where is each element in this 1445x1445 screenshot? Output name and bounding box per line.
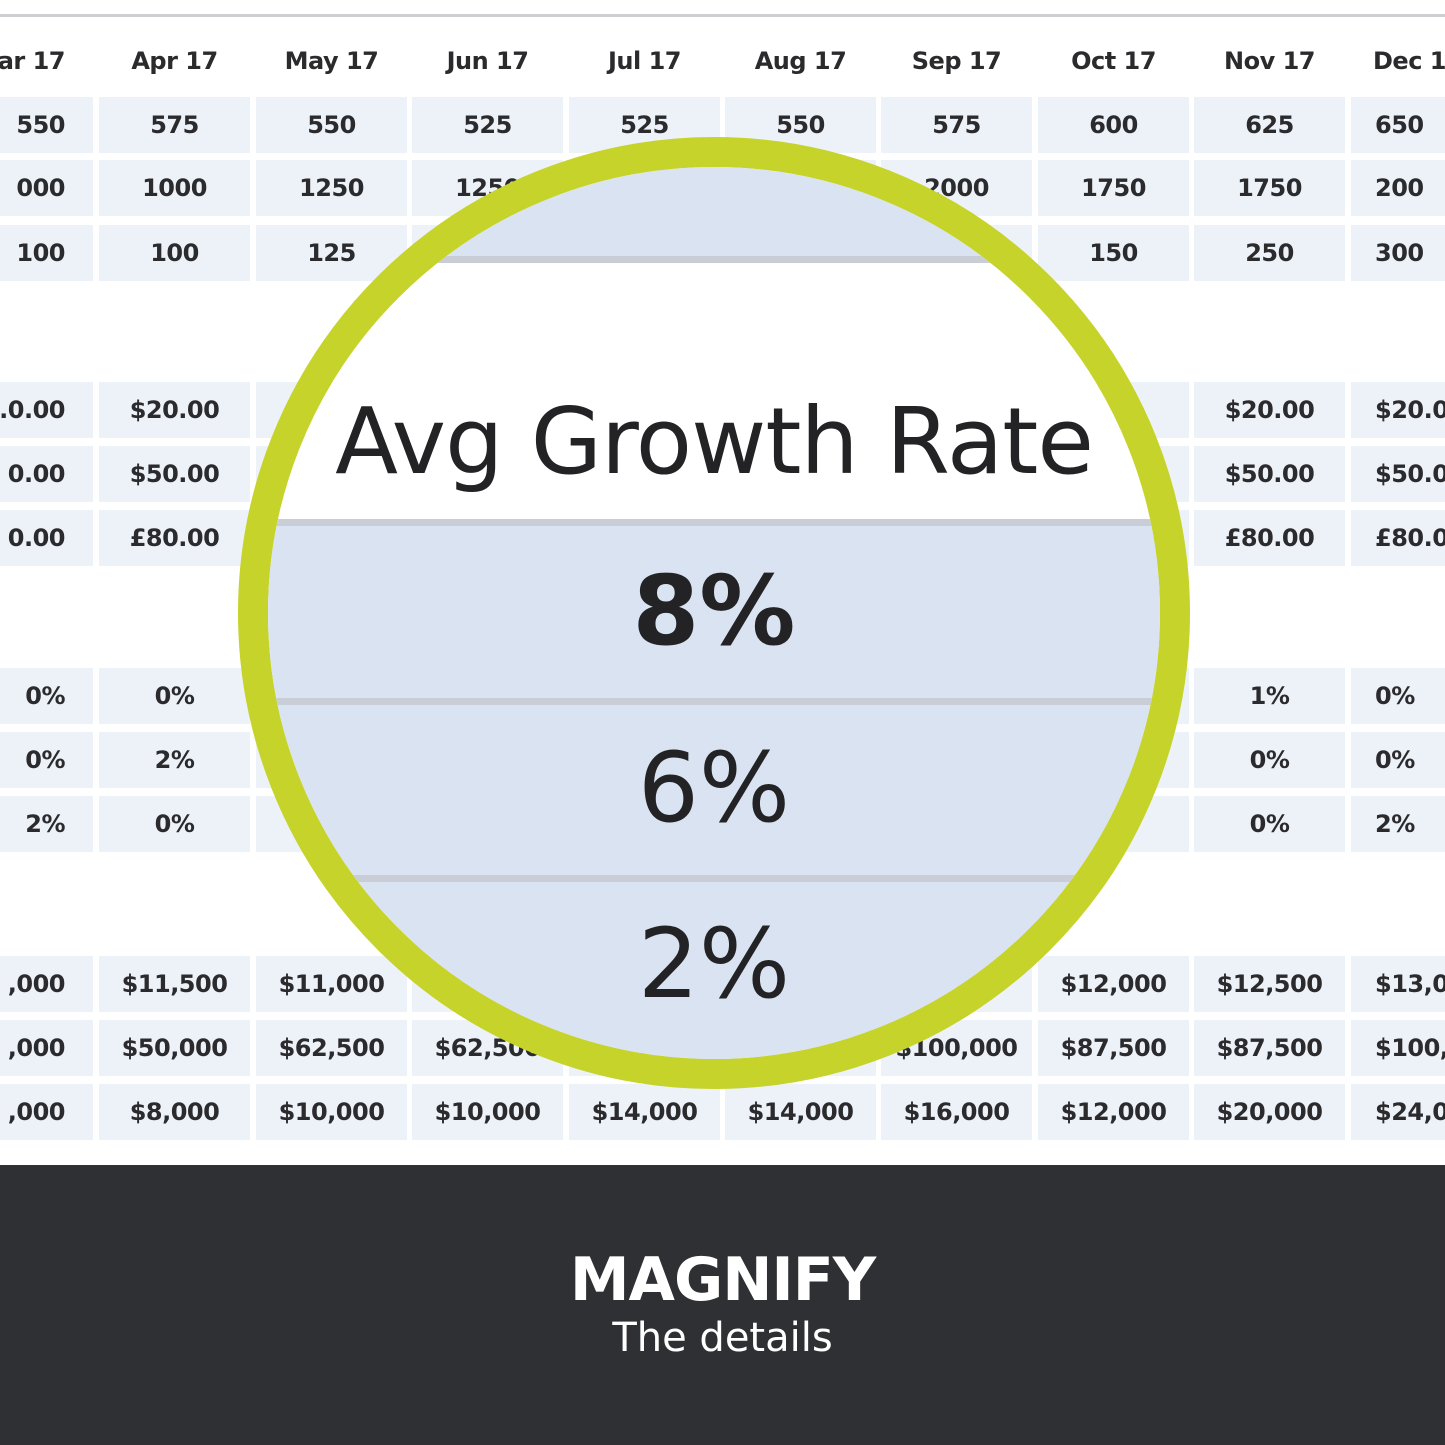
table-cell: $14,000 bbox=[569, 1084, 720, 1140]
table-cell: $24,0 bbox=[1351, 1084, 1445, 1140]
table-cell: $10,000 bbox=[256, 1084, 407, 1140]
column-header: Sep 17 bbox=[911, 47, 1002, 75]
table-cell: 1% bbox=[1194, 668, 1345, 724]
column-header: Dec 1 bbox=[1373, 47, 1445, 75]
caption-subtitle: The details bbox=[612, 1315, 833, 1361]
growth-rate-value-1: 8% bbox=[632, 555, 796, 667]
table-cell: 0% bbox=[1351, 732, 1445, 788]
lens-separator bbox=[268, 698, 1160, 705]
table-cell: 200 bbox=[1351, 160, 1445, 216]
table-cell: 0% bbox=[1194, 796, 1345, 852]
table-cell: 625 bbox=[1194, 97, 1345, 153]
table-cell: 0.00 bbox=[0, 510, 93, 566]
table-cell: 575 bbox=[881, 97, 1032, 153]
table-cell: $50.00 bbox=[1194, 446, 1345, 502]
table-cell: $100,0 bbox=[1351, 1020, 1445, 1076]
table-cell: $16,000 bbox=[881, 1084, 1032, 1140]
magnifier-lens: Avg Growth Rate 8% 6% 2% bbox=[238, 137, 1190, 1089]
table-cell: 650 bbox=[1351, 97, 1445, 153]
table-cell: 0% bbox=[99, 796, 250, 852]
table-cell: 550 bbox=[0, 97, 93, 153]
table-cell: 600 bbox=[1038, 97, 1189, 153]
table-cell: .0.00 bbox=[0, 382, 93, 438]
table-cell: 2% bbox=[1351, 796, 1445, 852]
table-cell: $8,000 bbox=[99, 1084, 250, 1140]
column-header: Nov 17 bbox=[1224, 47, 1315, 75]
table-cell: ,000 bbox=[0, 956, 93, 1012]
table-cell: ,000 bbox=[0, 1084, 93, 1140]
column-header: Aug 17 bbox=[754, 47, 847, 75]
table-cell: 2% bbox=[99, 732, 250, 788]
lens-band-2 bbox=[268, 705, 1160, 875]
growth-rate-value-2: 6% bbox=[637, 732, 791, 844]
table-cell: 0% bbox=[99, 668, 250, 724]
table-cell: 0.00 bbox=[0, 446, 93, 502]
table-cell: £80.0 bbox=[1351, 510, 1445, 566]
caption-footer: MAGNIFY The details bbox=[0, 1165, 1445, 1445]
table-cell: 525 bbox=[412, 97, 563, 153]
column-header: Jul 17 bbox=[608, 47, 682, 75]
table-cell: 0% bbox=[0, 668, 93, 724]
table-cell: $20,000 bbox=[1194, 1084, 1345, 1140]
table-cell: 0% bbox=[1194, 732, 1345, 788]
lens-separator bbox=[268, 256, 1160, 263]
column-header: Jun 17 bbox=[446, 47, 529, 75]
table-cell: $10,000 bbox=[412, 1084, 563, 1140]
lens-separator bbox=[268, 519, 1160, 526]
table-cell: $50.0 bbox=[1351, 446, 1445, 502]
table-cell: 0% bbox=[1351, 668, 1445, 724]
table-cell: 000 bbox=[0, 160, 93, 216]
column-header: Apr 17 bbox=[131, 47, 218, 75]
table-cell: $87,500 bbox=[1194, 1020, 1345, 1076]
column-header: Oct 17 bbox=[1071, 47, 1156, 75]
table-cell: 550 bbox=[256, 97, 407, 153]
table-cell: $20.00 bbox=[1194, 382, 1345, 438]
table-cell: 2% bbox=[0, 796, 93, 852]
table-cell: $13,0 bbox=[1351, 956, 1445, 1012]
table-cell: 1750 bbox=[1194, 160, 1345, 216]
column-header: ar 17 bbox=[0, 47, 66, 75]
table-cell: $20.0 bbox=[1351, 382, 1445, 438]
table-cell: $20.00 bbox=[99, 382, 250, 438]
lens-band-1 bbox=[268, 526, 1160, 698]
column-header: May 17 bbox=[284, 47, 379, 75]
table-cell: 100 bbox=[0, 225, 93, 281]
avg-growth-rate-label: Avg Growth Rate bbox=[335, 388, 1094, 495]
table-cell: $50,000 bbox=[99, 1020, 250, 1076]
table-cell: 575 bbox=[99, 97, 250, 153]
lens-band-top bbox=[268, 167, 1160, 257]
table-cell: 250 bbox=[1194, 225, 1345, 281]
table-cell: 300 bbox=[1351, 225, 1445, 281]
table-cell: $14,000 bbox=[725, 1084, 876, 1140]
table-cell: $11,500 bbox=[99, 956, 250, 1012]
table-cell: $12,000 bbox=[1038, 1084, 1189, 1140]
growth-rate-value-3: 2% bbox=[637, 908, 791, 1020]
table-cell: £80.00 bbox=[1194, 510, 1345, 566]
lens-band-3 bbox=[268, 882, 1160, 1059]
table-cell: 1000 bbox=[99, 160, 250, 216]
table-cell: ,000 bbox=[0, 1020, 93, 1076]
table-cell: $12,500 bbox=[1194, 956, 1345, 1012]
lens-separator bbox=[268, 875, 1160, 882]
table-cell: $50.00 bbox=[99, 446, 250, 502]
table-cell: £80.00 bbox=[99, 510, 250, 566]
table-cell: 100 bbox=[99, 225, 250, 281]
top-divider bbox=[0, 14, 1445, 17]
caption-title: MAGNIFY bbox=[569, 1245, 876, 1315]
table-cell: 0% bbox=[0, 732, 93, 788]
